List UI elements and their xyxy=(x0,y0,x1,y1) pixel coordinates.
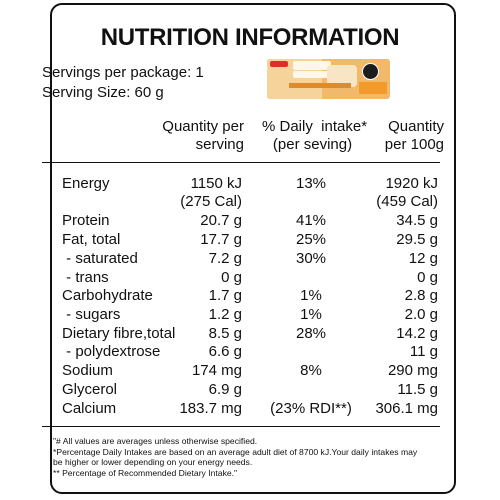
qty-per-100g: 29.5 g xyxy=(396,231,438,248)
pack-label-band xyxy=(293,61,331,70)
nutrient-name: Sodium xyxy=(62,362,113,379)
flavour-tag xyxy=(359,82,387,94)
header-line: Quantity per xyxy=(162,118,244,135)
nutrient-name: Fat, total xyxy=(62,231,121,248)
table-row: Fat, total 17.7 g 25% 29.5 g xyxy=(0,231,500,249)
header-daily-intake: % Daily intake* (per seving) xyxy=(262,118,368,154)
qty-per-serving: 1.2 g xyxy=(208,306,242,323)
qty-per-serving: 6.9 g xyxy=(208,381,242,398)
header-line: Quantity xyxy=(388,118,444,135)
table-row: Carbohydrate 1.7 g 1% 2.8 g xyxy=(0,287,500,305)
table-row: Glycerol 6.9 g 11.5 g xyxy=(0,381,500,399)
daily-intake: 8% xyxy=(300,362,322,379)
daily-intake: 1% xyxy=(300,287,322,304)
table-row: Calcium 183.7 mg (23% RDI**) 306.1 mg xyxy=(0,400,500,418)
qty-per-100g: 306.1 mg xyxy=(375,400,438,417)
serving-size: Serving Size: 60 g xyxy=(42,84,164,101)
nutrient-name: - trans xyxy=(62,269,109,286)
servings-per-package: Servings per package: 1 xyxy=(42,64,204,81)
pack-nutrient-strip xyxy=(289,83,351,88)
qty-per-100g: (459 Cal) xyxy=(376,193,438,210)
nutrient-name: Protein xyxy=(62,212,110,229)
header-line: (per seving) xyxy=(272,136,353,153)
nutrient-name: Calcium xyxy=(62,400,117,417)
nutrient-name: Dietary fibre,total xyxy=(62,325,176,342)
daily-intake: (23% RDI**) xyxy=(270,400,352,417)
header-qty-100g: Quantity per 100g xyxy=(372,118,444,154)
table-row: Dietary fibre,total 8.5 g 28% 14.2 g xyxy=(0,325,500,343)
qty-per-serving: (275 Cal) xyxy=(180,193,242,210)
table-row: - polydextrose 6.6 g 11 g xyxy=(0,343,500,361)
qty-per-serving: 0 g xyxy=(221,269,242,286)
footnote-line: ** Percentage of Recommended Dietary Int… xyxy=(53,468,238,479)
bar-photo-shape xyxy=(327,65,357,87)
table-row: Protein 20.7 g 41% 34.5 g xyxy=(0,212,500,230)
nutrient-name: Energy xyxy=(62,175,110,192)
brand-seal-icon xyxy=(362,63,379,80)
panel-title: NUTRITION INFORMATION xyxy=(100,24,400,51)
header-line: per 100g xyxy=(384,136,444,153)
daily-intake: 30% xyxy=(295,250,327,267)
footnote-line: be higher or lower depending on your ene… xyxy=(53,457,253,468)
daily-intake: 1% xyxy=(300,306,322,323)
table-row: Sodium 174 mg 8% 290 mg xyxy=(0,362,500,380)
header-line: % Daily intake* xyxy=(262,118,368,135)
nutrient-name: - sugars xyxy=(62,306,121,323)
footnotes: "# All values are averages unless otherw… xyxy=(53,436,453,479)
header-divider xyxy=(42,162,440,163)
daily-intake: 28% xyxy=(295,325,327,342)
daily-intake: 25% xyxy=(295,231,327,248)
pack-label-band xyxy=(293,71,331,78)
qty-per-100g: 290 mg xyxy=(387,362,438,379)
footnote-line: *Percentage Daily Intakes are based on a… xyxy=(53,446,418,457)
qty-per-100g: 2.8 g xyxy=(404,287,438,304)
qty-per-serving: 1150 kJ xyxy=(190,175,242,192)
nutrient-name: - polydextrose xyxy=(62,343,161,360)
qty-per-serving: 6.6 g xyxy=(208,343,242,360)
qty-per-100g: 0 g xyxy=(417,269,438,286)
qty-per-serving: 1.7 g xyxy=(208,287,242,304)
footnote-line: "# All values are averages unless otherw… xyxy=(53,436,258,446)
product-bar-image xyxy=(267,59,390,99)
nutrient-name: Glycerol xyxy=(62,381,118,398)
qty-per-100g: 1920 kJ xyxy=(385,175,438,192)
qty-per-100g: 12 g xyxy=(408,250,438,267)
table-row: Energy 1150 kJ 13% 1920 kJ xyxy=(0,175,500,193)
table-row: - sugars 1.2 g 1% 2.0 g xyxy=(0,306,500,324)
qty-per-serving: 174 mg xyxy=(191,362,242,379)
nutrient-name: Carbohydrate xyxy=(62,287,153,304)
nutrient-name: - saturated xyxy=(62,250,138,267)
footnote-divider xyxy=(42,426,440,427)
qty-per-100g: 34.5 g xyxy=(396,212,438,229)
header-qty-serving: Quantity per serving xyxy=(160,118,244,154)
qty-per-100g: 2.0 g xyxy=(404,306,438,323)
qty-per-serving: 7.2 g xyxy=(208,250,242,267)
qty-per-serving: 8.5 g xyxy=(208,325,242,342)
header-line: serving xyxy=(195,136,244,153)
table-row: - trans 0 g 0 g xyxy=(0,269,500,287)
brand-logo-shape xyxy=(270,61,288,67)
qty-per-100g: 11 g xyxy=(409,343,438,360)
table-row: (275 Cal) (459 Cal) xyxy=(0,193,500,211)
qty-per-serving: 183.7 mg xyxy=(179,400,242,417)
table-row: - saturated 7.2 g 30% 12 g xyxy=(0,250,500,268)
qty-per-100g: 11.5 g xyxy=(397,381,438,398)
qty-per-100g: 14.2 g xyxy=(396,325,438,342)
qty-per-serving: 17.7 g xyxy=(200,231,242,248)
qty-per-serving: 20.7 g xyxy=(200,212,242,229)
daily-intake: 13% xyxy=(295,175,327,192)
daily-intake: 41% xyxy=(295,212,327,229)
